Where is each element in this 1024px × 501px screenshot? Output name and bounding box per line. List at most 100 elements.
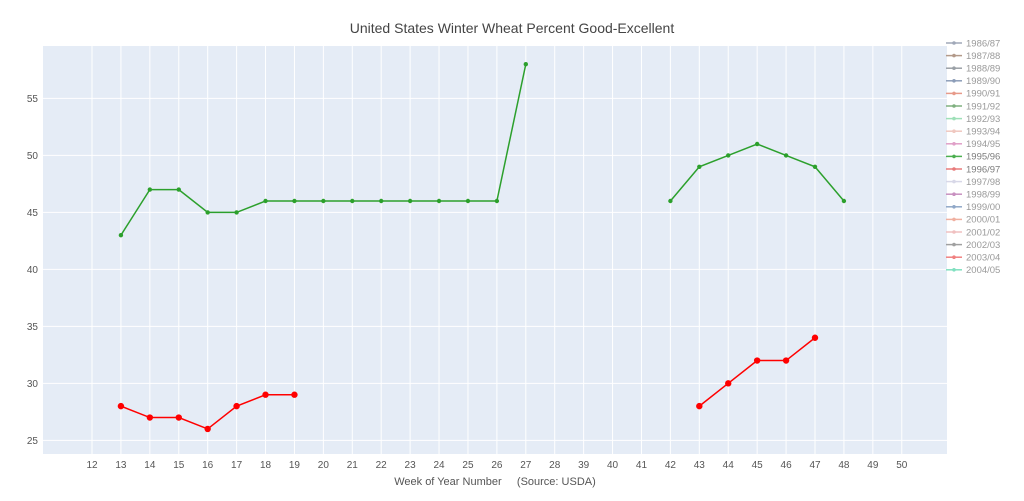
data-point[interactable] [175, 414, 182, 421]
legend-item[interactable]: 1991/92 [946, 101, 1000, 112]
legend-swatch-marker [952, 242, 956, 247]
y-tick-label: 45 [27, 208, 39, 219]
data-point[interactable] [233, 402, 240, 410]
legend-item[interactable]: 1996/97 [946, 164, 1000, 175]
legend-item[interactable]: 2003/04 [946, 253, 1000, 264]
data-point[interactable] [292, 198, 297, 204]
data-point[interactable] [754, 141, 760, 147]
legend-swatch-marker [952, 79, 956, 83]
data-point[interactable] [204, 425, 211, 433]
series-1995-96 [118, 62, 847, 238]
legend-swatch-marker [952, 192, 956, 196]
series-layer [117, 62, 847, 433]
legend-item[interactable]: 2001/02 [946, 227, 1000, 238]
x-tick-label: 13 [115, 460, 127, 471]
legend-item[interactable]: 2004/05 [946, 265, 1000, 276]
legend-swatch-marker [952, 230, 956, 234]
legend-swatch-marker [952, 205, 956, 209]
data-point[interactable] [407, 198, 413, 204]
x-tick-label: 23 [405, 460, 417, 471]
x-tick-label: 16 [202, 460, 214, 471]
x-tick-label: 45 [752, 460, 764, 471]
legend-swatch-marker [952, 129, 956, 133]
data-point[interactable] [753, 357, 761, 364]
data-point[interactable] [523, 62, 528, 67]
legend-item[interactable]: 1989/90 [946, 76, 1000, 87]
x-tick-label: 21 [347, 460, 359, 471]
data-point[interactable] [783, 153, 789, 158]
data-point[interactable] [118, 232, 124, 238]
data-point[interactable] [176, 187, 181, 192]
data-point[interactable] [726, 153, 731, 158]
data-point[interactable] [147, 187, 153, 192]
legend-item[interactable]: 1998/99 [946, 190, 1000, 201]
legend-item[interactable]: 1986/87 [946, 38, 1000, 49]
x-tick-label: 26 [491, 460, 503, 471]
data-point[interactable] [668, 198, 673, 204]
data-point[interactable] [262, 391, 269, 398]
data-point[interactable] [350, 198, 355, 204]
legend-item[interactable]: 2000/01 [946, 215, 1000, 226]
legend-swatch-marker [952, 154, 956, 159]
data-point[interactable] [811, 334, 819, 341]
x-tick-label: 41 [636, 460, 648, 471]
legend-label: 1998/99 [966, 190, 1000, 201]
legend-label: 1995/96 [966, 152, 1000, 163]
legend-swatch-marker [952, 179, 956, 184]
data-point[interactable] [205, 210, 210, 215]
data-point[interactable] [494, 198, 500, 204]
data-point[interactable] [841, 198, 847, 204]
data-point[interactable] [234, 210, 239, 215]
x-tick-label: 25 [462, 460, 474, 471]
legend-item[interactable]: 1995/96 [946, 152, 1000, 163]
x-tick-label: 47 [809, 460, 821, 471]
legend-item[interactable]: 1994/95 [946, 139, 1000, 150]
data-point[interactable] [436, 198, 442, 204]
legend-item[interactable]: 1999/00 [946, 202, 1000, 213]
data-point[interactable] [321, 198, 326, 204]
data-point[interactable] [117, 402, 125, 410]
legend-item[interactable]: 1992/93 [946, 114, 1000, 125]
data-point[interactable] [263, 198, 268, 204]
legend-swatch-marker [952, 104, 956, 108]
data-point[interactable] [146, 414, 154, 421]
legend-item[interactable]: 1990/91 [946, 89, 1000, 100]
legend-swatch-marker [952, 268, 956, 272]
x-tick-label: 20 [318, 460, 330, 471]
y-tick-label: 35 [27, 322, 39, 333]
data-point[interactable] [291, 391, 298, 398]
data-point[interactable] [465, 198, 471, 204]
x-tick-label: 22 [376, 460, 388, 471]
legend-label: 2004/05 [966, 265, 1000, 276]
x-tick-label: 17 [231, 460, 243, 471]
legend-item[interactable]: 1993/94 [946, 127, 1000, 138]
data-point[interactable] [379, 198, 384, 204]
y-tick-label: 40 [27, 265, 39, 276]
legend-label: 1997/98 [966, 177, 1000, 188]
x-tick-label: 40 [607, 460, 619, 471]
x-tick-label: 12 [86, 460, 98, 471]
legend-item[interactable]: 1997/98 [946, 177, 1000, 188]
data-point[interactable] [725, 380, 732, 387]
data-point[interactable] [697, 164, 702, 170]
legend-label: 2000/01 [966, 215, 1000, 226]
legend-label: 1996/97 [966, 164, 1000, 175]
legend-label: 1994/95 [966, 139, 1000, 150]
legend-item[interactable]: 2002/03 [946, 240, 1000, 251]
legend-swatch-marker [952, 53, 956, 58]
y-tick-label: 25 [27, 436, 39, 447]
legend-swatch-marker [952, 91, 956, 96]
x-tick-label: 19 [289, 460, 301, 471]
legend-item[interactable]: 1987/88 [946, 51, 1000, 62]
legend-label: 1992/93 [966, 114, 1000, 125]
legend-label: 1988/89 [966, 64, 1000, 75]
data-point[interactable] [782, 357, 790, 364]
data-point[interactable] [696, 402, 703, 410]
grid-lines [43, 46, 947, 454]
legend-item[interactable]: 1988/89 [946, 64, 1000, 75]
legend-swatch-marker [952, 142, 956, 146]
x-tick-label: 18 [260, 460, 272, 471]
data-point[interactable] [812, 164, 818, 170]
x-tick-label: 39 [578, 460, 590, 471]
